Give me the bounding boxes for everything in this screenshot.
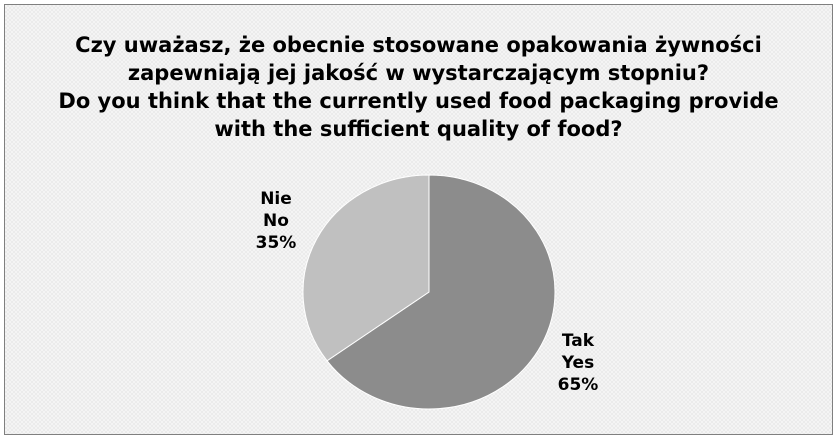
slice-label-no: Nie No 35%	[241, 188, 311, 254]
chart-title-line: Czy uważasz, że obecnie stosowane opakow…	[75, 33, 762, 57]
slice-label-no-en: No	[263, 211, 289, 231]
chart-frame: Czy uważasz, że obecnie stosowane opakow…	[4, 4, 833, 435]
chart-title-line: zapewniają jej jakość w wystarczającym s…	[127, 61, 710, 85]
slice-label-no-value: 35%	[255, 233, 297, 253]
slice-label-yes-pl: Tak	[561, 331, 595, 351]
slice-label-yes: Tak Yes 65%	[543, 330, 613, 396]
chart-title-line: with the sufficient quality of food?	[214, 117, 623, 141]
slice-label-yes-value: 65%	[557, 375, 599, 395]
chart-title: Czy uważasz, że obecnie stosowane opakow…	[5, 31, 832, 143]
slice-label-yes-en: Yes	[561, 353, 595, 373]
pie-slice-no	[302, 174, 430, 362]
slice-label-no-pl: Nie	[260, 189, 292, 209]
chart-title-line: Do you think that the currently used foo…	[58, 89, 779, 113]
pie-chart	[302, 174, 556, 410]
pie-slice-yes	[326, 174, 556, 410]
